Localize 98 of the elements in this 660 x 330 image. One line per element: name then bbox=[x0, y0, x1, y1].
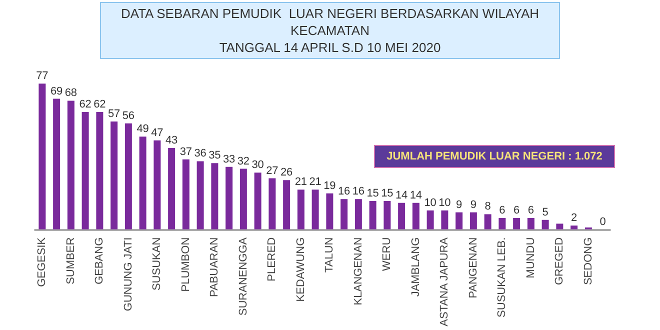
x-tick-label: SUSUKAN bbox=[151, 237, 164, 291]
data-label: 19 bbox=[324, 180, 336, 192]
bar bbox=[542, 220, 549, 230]
data-label: 62 bbox=[79, 98, 92, 111]
bar bbox=[470, 212, 477, 230]
bar bbox=[38, 84, 46, 230]
data-label: 21 bbox=[309, 176, 322, 188]
bar bbox=[182, 159, 190, 230]
bar bbox=[498, 218, 506, 230]
data-label: 37 bbox=[180, 146, 192, 158]
bar bbox=[426, 210, 434, 230]
bar bbox=[196, 161, 204, 230]
bar bbox=[456, 212, 463, 230]
bar bbox=[340, 199, 348, 230]
x-tick-label: GEGESIK bbox=[36, 236, 48, 287]
bar bbox=[283, 180, 290, 230]
bar bbox=[124, 123, 132, 230]
annotation: JUMLAH PEMUDIK LUAR NEGERI : 1.072 bbox=[386, 150, 602, 162]
bar bbox=[556, 224, 564, 230]
data-label: 0 bbox=[600, 216, 606, 228]
data-label: 6 bbox=[514, 204, 520, 216]
x-tick-label: SUSUKAN LEB. bbox=[496, 237, 508, 318]
bar bbox=[513, 218, 520, 230]
x-tick-label: SUMBER bbox=[64, 237, 77, 284]
bar bbox=[268, 178, 276, 230]
data-label: 68 bbox=[64, 87, 78, 100]
bar bbox=[570, 226, 578, 230]
x-tick-label: SEDONG bbox=[582, 237, 594, 286]
x-tick-label: KEDAWUNG bbox=[294, 237, 307, 302]
data-label: 6 bbox=[528, 204, 534, 216]
data-label: 16 bbox=[352, 186, 365, 198]
data-label: 15 bbox=[366, 187, 379, 200]
data-label: 47 bbox=[151, 126, 164, 139]
bar bbox=[154, 140, 161, 230]
data-label: 43 bbox=[165, 134, 178, 146]
bar bbox=[527, 218, 534, 230]
x-tick-label: PANGENAN bbox=[467, 237, 480, 298]
bar bbox=[369, 200, 376, 230]
bar bbox=[441, 210, 448, 230]
data-label: 15 bbox=[381, 187, 394, 200]
data-label: 77 bbox=[36, 70, 48, 82]
data-label: 16 bbox=[338, 186, 350, 198]
x-tick-label: SURANENGGA bbox=[237, 236, 250, 316]
data-label: 6 bbox=[499, 204, 506, 216]
data-label: 10 bbox=[438, 196, 451, 209]
data-label: 26 bbox=[280, 166, 293, 179]
x-tick-label: WERU bbox=[381, 237, 394, 271]
data-label: 33 bbox=[222, 153, 236, 166]
data-label: 27 bbox=[266, 164, 278, 177]
x-tick-label: PLERED bbox=[266, 237, 278, 282]
bar bbox=[211, 163, 218, 230]
bar bbox=[110, 122, 118, 230]
data-label: 9 bbox=[456, 198, 462, 211]
data-label: 14 bbox=[410, 189, 422, 202]
x-tick-label: GUNUNG JATI bbox=[122, 237, 134, 312]
data-label: 9 bbox=[470, 198, 476, 211]
data-label: 32 bbox=[237, 155, 250, 168]
data-label: 30 bbox=[252, 159, 264, 172]
x-tick-label: JAMBLANG bbox=[410, 237, 422, 297]
bar bbox=[226, 166, 233, 230]
data-label: 56 bbox=[122, 110, 135, 122]
bar bbox=[398, 202, 406, 230]
data-label: 21 bbox=[294, 176, 308, 188]
data-label: 10 bbox=[424, 196, 436, 209]
data-label: 5 bbox=[542, 206, 548, 218]
x-tick-label: PABUARAN bbox=[208, 237, 221, 298]
data-label: 36 bbox=[194, 148, 206, 160]
chart-title: DATA SEBARAN PEMUDIK LUAR NEGERI BERDASARKAN WILAYAH KECAMATAN TANGGAL 14 APRIL S.D 10 MEI 2020 bbox=[120, 6, 540, 55]
data-label: 14 bbox=[395, 189, 408, 202]
x-tick-label: KLANGENAN bbox=[352, 237, 364, 306]
data-label: 35 bbox=[208, 150, 221, 162]
bar bbox=[96, 112, 104, 230]
x-tick-label: TALUN bbox=[324, 237, 336, 273]
data-label: 2 bbox=[571, 212, 578, 224]
x-tick-label: GREGED bbox=[554, 237, 566, 286]
data-label: 57 bbox=[108, 108, 120, 120]
data-label: 8 bbox=[484, 200, 491, 213]
bar bbox=[240, 168, 247, 230]
bar bbox=[139, 136, 146, 230]
data-label: 62 bbox=[94, 98, 106, 111]
bar bbox=[412, 202, 420, 230]
bar bbox=[67, 100, 74, 230]
bar bbox=[384, 200, 391, 230]
bar bbox=[82, 112, 89, 230]
x-tick-label: PLUMBON bbox=[180, 237, 192, 292]
bar bbox=[312, 190, 319, 230]
data-label: 49 bbox=[136, 123, 149, 136]
bar bbox=[484, 214, 492, 230]
data-label: 69 bbox=[50, 85, 63, 98]
x-tick-label: ASTANA JAPURA bbox=[438, 236, 451, 326]
bar bbox=[168, 148, 176, 230]
bar bbox=[53, 98, 60, 230]
x-tick-label: MUNDU bbox=[524, 237, 537, 278]
x-tick-label: GEBANG bbox=[94, 237, 106, 284]
bar bbox=[254, 172, 262, 230]
bar bbox=[297, 190, 304, 230]
bar bbox=[326, 193, 334, 230]
bar bbox=[354, 199, 362, 230]
